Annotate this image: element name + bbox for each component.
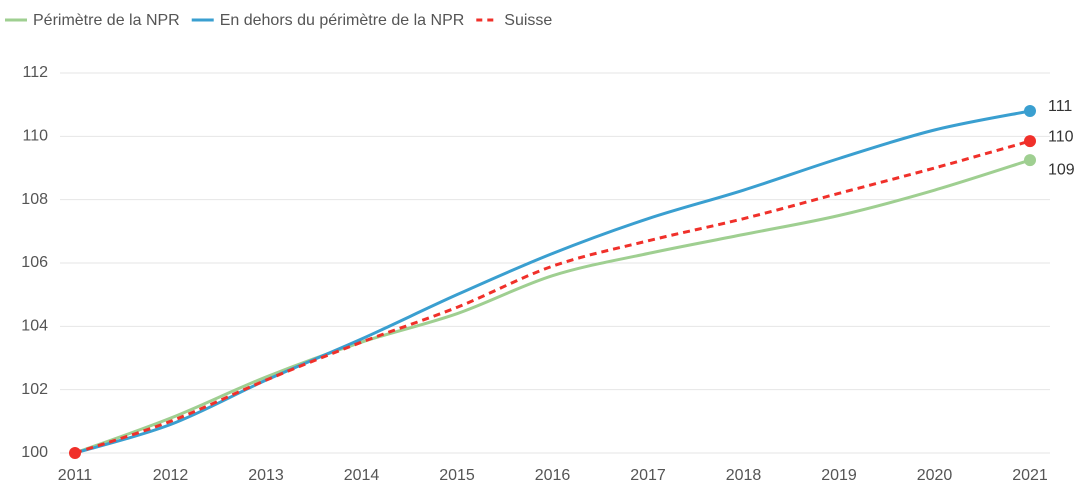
legend-label: Suisse [504, 12, 552, 29]
start-point [69, 447, 81, 459]
x-tick-label: 2017 [630, 467, 666, 484]
x-tick-label: 2013 [248, 467, 284, 484]
y-tick-label: 108 [21, 191, 48, 208]
y-tick-label: 112 [22, 64, 48, 81]
x-tick-label: 2011 [58, 467, 93, 484]
x-tick-label: 2020 [917, 467, 953, 484]
series-line [74, 139, 1031, 455]
end-label: 111 [1048, 98, 1072, 115]
end-label: 109 [1048, 161, 1075, 178]
y-tick-label: 110 [22, 128, 48, 145]
end-point [1024, 154, 1036, 167]
y-tick-label: 102 [21, 381, 48, 398]
x-tick-label: 2015 [439, 467, 475, 484]
x-tick-label: 2018 [726, 467, 762, 484]
x-tick-label: 2019 [821, 467, 857, 484]
end-point [1024, 105, 1036, 117]
y-tick-label: 106 [21, 254, 48, 271]
legend-label: En dehors du périmètre de la NPR [220, 12, 465, 29]
series-line [74, 158, 1031, 455]
end-point [1024, 135, 1036, 148]
legend-label: Périmètre de la NPR [33, 12, 180, 29]
y-tick-label: 100 [21, 444, 48, 461]
x-tick-label: 2012 [153, 467, 189, 484]
x-tick-label: 2016 [535, 467, 571, 484]
series-line [74, 109, 1031, 455]
y-tick-label: 104 [21, 318, 48, 335]
x-tick-label: 2014 [344, 467, 380, 484]
x-tick-label: 2021 [1012, 467, 1048, 484]
end-label: 110 [1048, 128, 1074, 145]
